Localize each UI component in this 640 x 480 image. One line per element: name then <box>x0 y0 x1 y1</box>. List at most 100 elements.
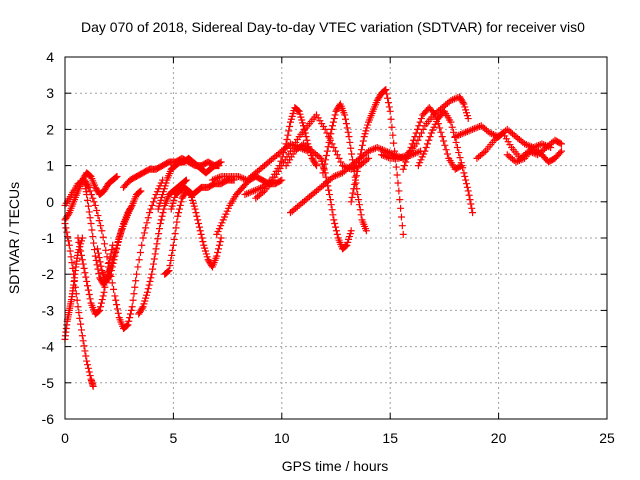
data-point <box>114 309 122 317</box>
data-point <box>467 200 475 208</box>
data-point <box>159 209 167 217</box>
data-point <box>421 147 429 155</box>
data-point <box>140 229 148 237</box>
data-point <box>147 205 155 213</box>
data-point <box>113 301 121 309</box>
series-sat-f <box>81 176 134 289</box>
data-point <box>103 253 111 261</box>
data-point <box>100 288 108 296</box>
data-point <box>365 154 373 162</box>
data-point <box>89 382 97 390</box>
y-tick-label: -3 <box>42 302 55 318</box>
series-sat-k <box>161 187 225 278</box>
y-tick-label: -6 <box>42 411 55 427</box>
x-tick-label: 25 <box>599 430 615 446</box>
data-point <box>84 364 92 372</box>
data-point <box>98 296 106 304</box>
data-point <box>127 306 135 314</box>
data-point <box>68 259 76 267</box>
data-point <box>157 216 165 224</box>
data-point <box>399 165 407 173</box>
data-point <box>352 172 360 180</box>
data-point <box>95 254 103 262</box>
data-point <box>385 103 393 111</box>
data-point <box>75 238 83 246</box>
data-point <box>217 158 225 166</box>
data-point <box>392 163 400 171</box>
data-point <box>158 212 166 220</box>
data-point <box>412 129 420 137</box>
y-tick-label: -2 <box>42 266 55 282</box>
data-point <box>144 214 152 222</box>
data-point <box>143 219 151 227</box>
data-point <box>386 107 394 115</box>
data-point <box>465 191 473 199</box>
data-point <box>387 115 395 123</box>
data-point <box>214 245 222 253</box>
data-point <box>441 141 449 149</box>
data-point <box>325 138 333 146</box>
data-point <box>355 201 363 209</box>
data-point <box>438 133 446 141</box>
data-point <box>150 255 158 263</box>
data-point <box>97 222 105 230</box>
data-point <box>327 130 335 138</box>
data-point <box>358 141 366 149</box>
data-point <box>294 107 302 115</box>
data-point <box>331 111 339 119</box>
data-point <box>102 246 110 254</box>
data-point <box>85 183 93 191</box>
data-point <box>464 115 472 123</box>
x-tick-label: 15 <box>382 430 398 446</box>
data-point <box>132 277 140 285</box>
data-point <box>175 205 183 213</box>
data-point <box>67 253 75 261</box>
data-point <box>156 225 164 233</box>
data-point <box>151 250 159 258</box>
data-point <box>94 212 102 220</box>
data-point <box>145 281 153 289</box>
data-point <box>89 194 97 202</box>
series-sat-t <box>286 144 425 217</box>
data-point <box>86 295 94 303</box>
data-point <box>84 286 92 294</box>
data-point <box>192 209 200 217</box>
data-point <box>112 248 120 256</box>
data-point <box>348 193 356 201</box>
data-point <box>384 99 392 107</box>
series-sat-z <box>503 144 565 166</box>
data-point <box>98 227 106 235</box>
data-point <box>130 290 138 298</box>
data-point <box>414 125 422 133</box>
data-point <box>77 320 85 328</box>
data-points <box>61 86 565 390</box>
data-point <box>411 133 419 141</box>
data-point <box>325 191 333 199</box>
data-point <box>423 140 431 148</box>
data-point <box>108 263 116 271</box>
data-point <box>278 176 286 184</box>
data-point <box>404 151 412 159</box>
data-point <box>86 214 94 222</box>
data-point <box>322 156 330 164</box>
data-point <box>113 172 121 180</box>
data-point <box>347 198 355 206</box>
data-point <box>95 307 103 315</box>
data-point <box>169 241 177 249</box>
data-point <box>329 118 337 126</box>
data-point <box>335 154 343 162</box>
data-point <box>64 237 72 245</box>
data-point <box>111 252 119 260</box>
data-point <box>330 144 338 151</box>
data-point <box>332 227 340 235</box>
data-point <box>112 173 120 181</box>
data-point <box>217 234 225 242</box>
data-point <box>146 209 154 217</box>
data-point <box>215 162 223 170</box>
data-point <box>312 160 320 168</box>
data-point <box>410 136 418 144</box>
series-sat-l <box>167 176 238 213</box>
data-point <box>81 269 89 277</box>
data-point <box>174 212 182 220</box>
